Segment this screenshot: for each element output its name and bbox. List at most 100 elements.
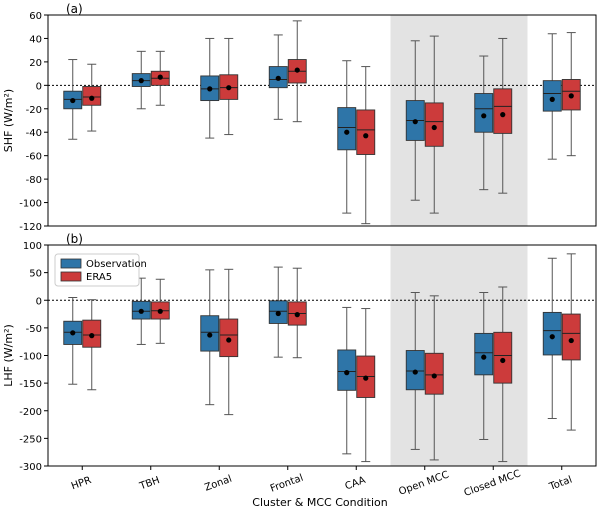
ytick-label: -200	[19, 407, 42, 418]
iqr-box	[474, 332, 494, 376]
legend-label-observation: Observation	[86, 259, 147, 270]
xtick-label: Zonal	[203, 474, 233, 494]
box-era5-open-mcc	[424, 35, 444, 214]
x-tick-labels: HPR TBH Zonal Frontal CAA Open MCC Closed MCC T…	[70, 466, 574, 499]
ytick-label: -20	[26, 105, 42, 116]
mean-dot	[500, 112, 506, 118]
ytick-group-b: 100 50 0 -50 -100 -150 -200 -250 -300	[19, 241, 596, 473]
mean-dot	[344, 129, 350, 135]
mean-dot	[481, 113, 487, 119]
box-observation-hpr	[63, 296, 83, 385]
iqr-box	[493, 331, 513, 384]
box-era5-caa	[356, 308, 376, 463]
box-observation-zonal	[200, 37, 220, 139]
mean-dot	[500, 357, 506, 364]
xtick-label: HPR	[70, 475, 93, 492]
mean-dot	[412, 369, 418, 375]
ytick-label: -150	[19, 379, 42, 390]
box-era5-total	[561, 32, 581, 157]
mean-dot	[568, 337, 574, 344]
box-observation-caa	[337, 306, 357, 455]
box-era5-zonal	[219, 268, 239, 416]
xtick-label: Closed MCC	[463, 468, 523, 499]
mean-dot	[138, 308, 144, 314]
box-era5-tbh	[150, 50, 170, 106]
box-observation-frontal	[268, 34, 288, 120]
mean-dot	[275, 310, 281, 317]
box-observation-hpr	[63, 59, 83, 140]
legend-swatch-era5	[60, 271, 82, 282]
box-era5-total	[561, 253, 581, 431]
iqr-box	[542, 80, 562, 112]
ytick-label: -120	[19, 222, 42, 233]
iqr-box	[561, 313, 581, 361]
ytick-group-a: 60 40 20 0 -20 -40 -60 -80 -100 -120	[19, 11, 596, 233]
mean-dot	[157, 74, 163, 80]
ytick-label: -250	[19, 434, 42, 445]
legend-swatch-observation	[60, 258, 82, 269]
iqr-box	[542, 311, 562, 356]
mean-dot	[294, 67, 300, 73]
box-observation-open-mcc	[405, 292, 425, 450]
mean-dot	[89, 95, 95, 101]
xtick-label: TBH	[137, 475, 161, 493]
axes-frame-a	[47, 14, 597, 227]
mean-dot	[431, 373, 437, 379]
box-observation-caa	[337, 60, 357, 214]
mean-dot	[207, 86, 213, 92]
legend: Observation ERA5	[54, 253, 147, 287]
legend-label-era5: ERA5	[86, 272, 112, 283]
mean-dot	[363, 375, 369, 381]
mean-dot	[431, 124, 437, 131]
box-era5-tbh	[150, 278, 170, 344]
box-era5-hpr	[82, 299, 102, 391]
box-era5-zonal	[219, 37, 239, 136]
xtick-label: Total	[547, 474, 574, 493]
mean-dot	[70, 330, 76, 336]
box-group-a	[63, 20, 581, 225]
box-observation-open-mcc	[405, 40, 425, 201]
axes-frame-b	[47, 244, 597, 467]
ytick-label: -300	[19, 462, 42, 473]
box-era5-open-mcc	[424, 295, 444, 461]
iqr-box	[493, 88, 513, 134]
box-observation-tbh	[131, 50, 151, 110]
ytick-label: 0	[36, 81, 42, 92]
mean-dot	[89, 333, 95, 339]
ytick-label: 40	[29, 34, 42, 45]
mean-dot	[549, 96, 555, 102]
box-era5-caa	[356, 66, 376, 225]
xtick-label: Open MCC	[397, 470, 450, 498]
mean-dot	[344, 370, 350, 376]
mean-dot	[549, 334, 555, 340]
iqr-box	[424, 102, 444, 147]
ytick-label: 20	[29, 58, 42, 69]
mean-dot	[207, 332, 213, 338]
x-axis-label: Cluster & MCC Condition	[252, 496, 387, 509]
ytick-label: -50	[26, 324, 42, 335]
mean-dot	[568, 93, 574, 99]
box-era5-frontal	[287, 267, 307, 359]
panel-a: 60 40 20 0 -20 -40 -60 -80 -100 -120 (a) SHF (W/m…	[2, 2, 597, 233]
panel-b: 100 50 0 -50 -100 -150 -200 -250 -300 (b) LHF (W…	[2, 232, 597, 473]
box-observation-zonal	[200, 269, 220, 406]
ytick-label: -100	[19, 352, 42, 363]
box-observation-closed-mcc	[474, 55, 494, 191]
y-axis-label-b: LHF (W/m²)	[2, 324, 15, 387]
mean-dot	[275, 75, 281, 81]
mean-dot	[70, 97, 76, 104]
ytick-label: -60	[26, 152, 42, 163]
xtick-label: CAA	[344, 475, 368, 493]
box-era5-frontal	[287, 20, 307, 123]
mean-dot	[226, 85, 232, 91]
mean-dot	[294, 312, 300, 318]
mean-dot	[481, 354, 487, 360]
box-era5-hpr	[82, 63, 102, 132]
ytick-label: -80	[26, 175, 42, 186]
panel-label-b: (b)	[66, 232, 83, 246]
box-observation-frontal	[268, 266, 288, 358]
box-group-b	[63, 253, 581, 463]
mean-dot	[138, 78, 144, 84]
box-observation-closed-mcc	[474, 292, 494, 440]
